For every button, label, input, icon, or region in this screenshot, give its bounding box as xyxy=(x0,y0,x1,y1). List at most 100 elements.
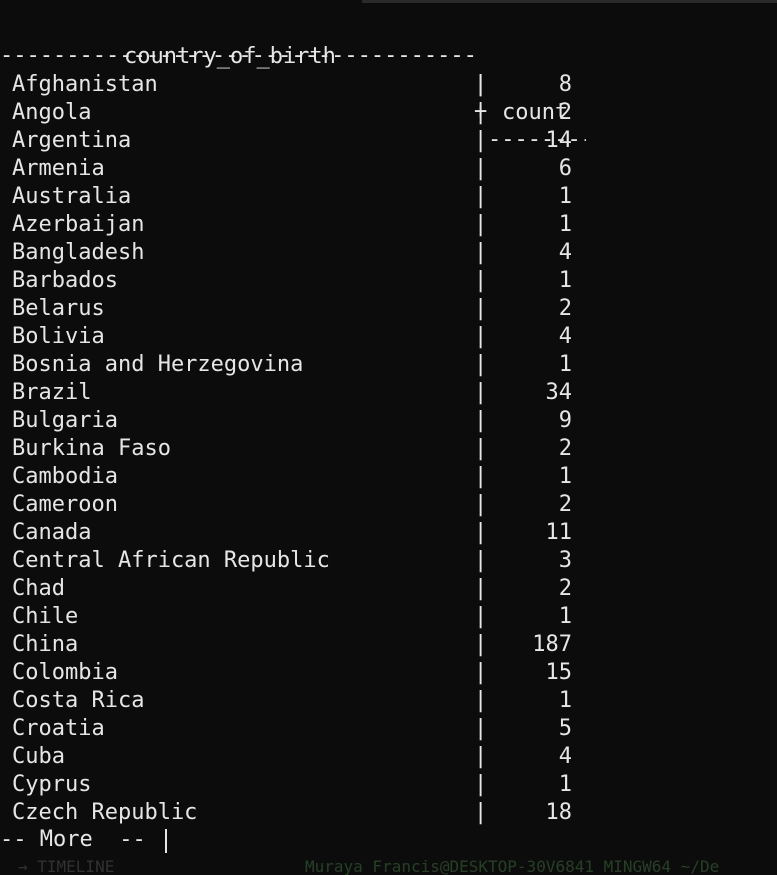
background-terminal-text-left: → TIMELINE xyxy=(18,857,115,875)
table-row: Cambodia | 1 xyxy=(0,463,600,491)
table-row: Angola | 2 xyxy=(0,99,600,127)
table-row: Argentina | 14 xyxy=(0,127,600,155)
cell-country-name: Czech Republic xyxy=(12,800,198,825)
cell-count: 8 xyxy=(558,72,572,97)
column-divider: | xyxy=(474,184,488,209)
cell-country-name: Argentina xyxy=(12,128,132,153)
text-cursor xyxy=(165,829,167,853)
column-divider: | xyxy=(474,212,488,237)
cell-count: 6 xyxy=(558,156,572,181)
cell-country-name: Colombia xyxy=(12,660,118,685)
table-row: Central African Republic | 3 xyxy=(0,547,600,575)
table-row: Croatia | 5 xyxy=(0,715,600,743)
cell-count: 2 xyxy=(558,100,572,125)
cell-count: 4 xyxy=(558,240,572,265)
cell-country-name: Australia xyxy=(12,184,132,209)
cell-count: 2 xyxy=(558,492,572,517)
cell-count: 3 xyxy=(558,548,572,573)
separator-right: -------------------------- xyxy=(488,127,586,152)
column-divider: | xyxy=(474,464,488,489)
column-divider: | xyxy=(474,296,488,321)
cell-country-name: Armenia xyxy=(12,156,105,181)
table-row: Colombia | 15 xyxy=(0,659,600,687)
cell-country-name: Barbados xyxy=(12,268,118,293)
cell-country-name: Chad xyxy=(12,576,65,601)
column-divider: | xyxy=(474,576,488,601)
column-divider: | xyxy=(474,100,488,125)
cell-count: 4 xyxy=(558,744,572,769)
table-row: Australia | 1 xyxy=(0,183,600,211)
table-row: Barbados | 1 xyxy=(0,267,600,295)
table-row: Burkina Faso | 2 xyxy=(0,435,600,463)
cell-country-name: Azerbaijan xyxy=(12,212,145,237)
cell-country-name: Afghanistan xyxy=(12,72,158,97)
column-header-count: count xyxy=(502,100,569,125)
separator-left: ----------------------------------------… xyxy=(0,43,480,68)
cell-count: 1 xyxy=(558,268,572,293)
table-row: Canada | 11 xyxy=(0,519,600,547)
table-row: Brazil | 34 xyxy=(0,379,600,407)
table-row: Czech Republic | 18 xyxy=(0,799,600,827)
pager-more-prompt: -- More -- xyxy=(0,827,146,852)
column-divider: | xyxy=(474,604,488,629)
column-divider: | xyxy=(474,632,488,657)
cell-country-name: Chile xyxy=(12,604,79,629)
cell-count: 2 xyxy=(558,296,572,321)
cell-count: 9 xyxy=(558,408,572,433)
cell-country-name: Bosnia and Herzegovina xyxy=(12,352,304,377)
table-row: China | 187 xyxy=(0,631,600,659)
cell-count: 1 xyxy=(558,688,572,713)
column-divider: | xyxy=(474,128,488,153)
table-row: Azerbaijan | 1 xyxy=(0,211,600,239)
window-top-edge xyxy=(362,0,777,3)
column-divider: | xyxy=(474,744,488,769)
cell-country-name: Croatia xyxy=(12,716,105,741)
cell-country-name: Angola xyxy=(12,100,92,125)
cell-country-name: Burkina Faso xyxy=(12,436,171,461)
separator-plus: + xyxy=(474,99,488,124)
column-divider: | xyxy=(474,72,488,97)
cell-count: 34 xyxy=(545,380,573,405)
cell-country-name: Bolivia xyxy=(12,324,105,349)
cell-count: 1 xyxy=(558,352,572,377)
table-row: Bosnia and Herzegovina | 1 xyxy=(0,351,600,379)
column-divider: | xyxy=(474,324,488,349)
cell-count: 1 xyxy=(558,464,572,489)
cell-count: 4 xyxy=(558,324,572,349)
table-row: Cuba | 4 xyxy=(0,743,600,771)
column-divider: | xyxy=(474,800,488,825)
cell-country-name: China xyxy=(12,632,79,657)
table-header: country_of_birth | count xyxy=(0,15,568,125)
column-divider: | xyxy=(474,660,488,685)
background-terminal-prompt: Muraya Francis@DESKTOP-30V6841 MINGW64 ~… xyxy=(305,857,720,875)
column-divider: | xyxy=(474,688,488,713)
cell-count: 15 xyxy=(545,660,573,685)
table-separator: ----------------------------------------… xyxy=(0,42,600,152)
cell-count: 2 xyxy=(558,436,572,461)
cell-country-name: Cuba xyxy=(12,744,65,769)
table-row: Bolivia | 4 xyxy=(0,323,600,351)
cell-count: 187 xyxy=(532,632,572,657)
table-row: Belarus | 2 xyxy=(0,295,600,323)
cell-country-name: Brazil xyxy=(12,380,92,405)
column-header-country-of-birth: country_of_birth xyxy=(124,44,336,69)
column-divider: | xyxy=(474,436,488,461)
cell-country-name: Bulgaria xyxy=(12,408,118,433)
cell-country-name: Bangladesh xyxy=(12,240,145,265)
table-row: Armenia | 6 xyxy=(0,155,600,183)
cell-count: 2 xyxy=(558,576,572,601)
cell-country-name: Cambodia xyxy=(12,464,118,489)
table-row: Bangladesh | 4 xyxy=(0,239,600,267)
cell-count: 1 xyxy=(558,184,572,209)
cell-country-name: Cyprus xyxy=(12,772,92,797)
cell-count: 1 xyxy=(558,772,572,797)
cell-country-name: Costa Rica xyxy=(12,688,145,713)
column-divider: | xyxy=(474,380,488,405)
column-divider: | xyxy=(474,408,488,433)
table-row: Cameroon | 2 xyxy=(0,491,600,519)
column-divider: | xyxy=(474,548,488,573)
cell-count: 11 xyxy=(545,520,573,545)
column-divider: | xyxy=(474,156,488,181)
cell-country-name: Cameroon xyxy=(12,492,118,517)
